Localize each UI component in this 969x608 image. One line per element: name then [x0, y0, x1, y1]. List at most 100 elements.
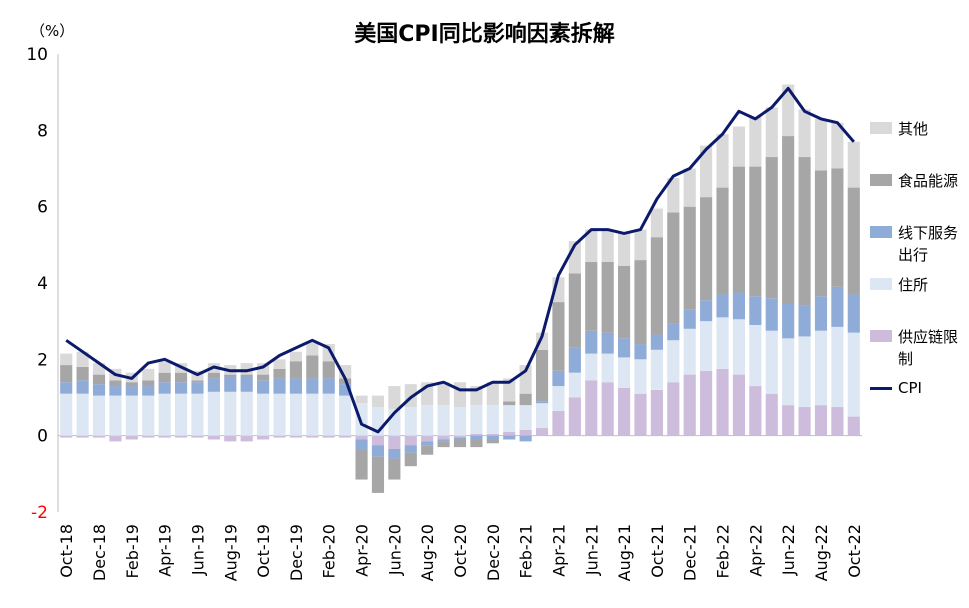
- bar-segment: [257, 393, 270, 436]
- bar-segment: [683, 168, 696, 207]
- bar-segment: [634, 260, 647, 345]
- bar-segment: [371, 456, 385, 493]
- bar-segment: [388, 449, 401, 459]
- bar-segment: [273, 393, 286, 436]
- legend-label: 线下服务出行: [898, 224, 959, 264]
- bar-segment: [76, 435, 89, 438]
- bar-segment: [174, 372, 188, 383]
- bar-segment: [306, 393, 319, 436]
- bar-segment: [814, 405, 828, 436]
- bar-segment: [437, 441, 450, 448]
- bar-segment: [339, 384, 352, 396]
- bar-segment: [535, 403, 549, 429]
- bar-segment: [650, 237, 663, 335]
- bar-segment: [306, 435, 319, 438]
- x-tick-label: Aug-21: [615, 524, 634, 581]
- bar-segment: [207, 435, 220, 440]
- bar-segment: [92, 435, 106, 438]
- y-tick-label: -2: [31, 503, 48, 523]
- bar-segment: [585, 353, 598, 381]
- bar-segment: [814, 296, 828, 331]
- y-tick-label: 4: [37, 274, 48, 294]
- bar-segment: [831, 168, 844, 287]
- y-tick-label: 6: [37, 198, 48, 218]
- bar-segment: [371, 395, 385, 408]
- bar-segment: [585, 330, 598, 354]
- bar-segment: [618, 387, 631, 436]
- bar-segment: [92, 395, 106, 436]
- bar-segment: [765, 157, 778, 299]
- bar-segment: [174, 393, 188, 436]
- bar-segment: [831, 122, 844, 169]
- bar-segment: [535, 401, 549, 404]
- bar-segment: [60, 435, 73, 438]
- bar-segment: [650, 349, 663, 390]
- bar-segment: [601, 332, 614, 354]
- bar-segment: [224, 376, 237, 392]
- bar-segment: [470, 433, 483, 436]
- legend-item-shelter: 住所: [870, 274, 960, 296]
- bar-segment: [700, 145, 713, 198]
- bar-segment: [109, 386, 122, 396]
- bar-segment: [60, 353, 73, 366]
- legend-label: 食品能源: [898, 172, 959, 190]
- bar-segment: [519, 429, 532, 436]
- bar-segment: [814, 118, 828, 171]
- bar-segment: [240, 376, 253, 392]
- bar-segment: [289, 393, 302, 436]
- bar-segment: [322, 361, 335, 379]
- bar-segment: [749, 296, 762, 325]
- legend-label: 供应链限制: [898, 328, 959, 368]
- bar-segment: [782, 84, 795, 137]
- bar-segment: [798, 109, 811, 158]
- bar-segment: [814, 330, 828, 406]
- bar-segment: [486, 405, 499, 434]
- x-tick-label: Oct-21: [648, 524, 667, 578]
- bar-segment: [732, 319, 746, 375]
- bar-segment: [683, 309, 696, 329]
- bar-segment: [207, 378, 220, 392]
- bar-segment: [765, 107, 778, 158]
- bar-segment: [470, 435, 483, 440]
- bar-segment: [174, 382, 188, 394]
- bar-segment: [453, 407, 467, 436]
- bar-segment: [716, 368, 729, 436]
- bar-segment: [601, 382, 614, 436]
- bar-segment: [404, 445, 417, 453]
- bar-segment: [700, 300, 713, 322]
- bar-segment: [618, 357, 631, 388]
- y-tick-label: 0: [37, 427, 48, 447]
- bar-segment: [273, 368, 286, 379]
- bar-segment: [76, 366, 89, 381]
- x-tick-label: Oct-19: [254, 524, 273, 578]
- bar-segment: [125, 395, 138, 436]
- bar-segment: [158, 382, 171, 394]
- legend-swatch: [870, 330, 892, 342]
- bar-segment: [207, 391, 220, 436]
- bar-segment: [519, 435, 532, 442]
- bar-segment: [831, 407, 844, 436]
- x-tick-label: Dec-19: [287, 524, 306, 581]
- bar-segment: [765, 298, 778, 331]
- bar-segment: [798, 336, 811, 408]
- bar-segment: [355, 439, 368, 450]
- bar-segment: [158, 393, 171, 436]
- bar-segment: [437, 382, 450, 406]
- legend-swatch: [870, 226, 892, 238]
- bar-segment: [142, 368, 155, 381]
- bar-segment: [273, 359, 286, 369]
- bar-segment: [568, 372, 581, 398]
- bar-segment: [552, 370, 565, 387]
- bar-segment: [486, 435, 499, 440]
- bar-segment: [240, 435, 253, 442]
- bar-segment: [306, 355, 319, 379]
- bar-segment: [224, 435, 237, 442]
- x-tick-label: Apr-20: [353, 524, 372, 577]
- bar-segment: [289, 378, 302, 394]
- bar-segment: [831, 286, 844, 327]
- bar-segment: [732, 374, 746, 436]
- bar-segment: [388, 458, 401, 480]
- bar-segment: [453, 437, 467, 440]
- bar-segment: [125, 435, 138, 440]
